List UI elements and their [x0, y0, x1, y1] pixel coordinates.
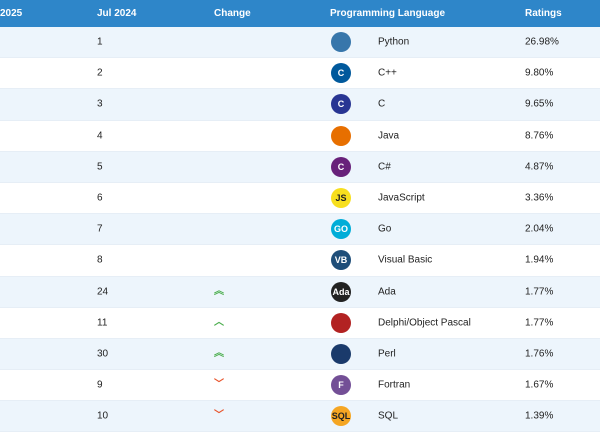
cpp-logo-mark: C	[331, 63, 351, 84]
previous-rank: 8	[97, 254, 103, 266]
table-header: 2025 Jul 2024 Change Programming Languag…	[0, 0, 600, 27]
chevron-down-icon: ﹀	[214, 379, 224, 391]
table-row[interactable]: 8 VB Visual Basic 1.94%	[0, 245, 600, 277]
table-row[interactable]: 10 ﹀ SQL SQL 1.39%	[0, 401, 600, 433]
rating-value: 1.77%	[525, 286, 554, 298]
rating-value: 9.80%	[525, 67, 554, 79]
python-icon	[330, 31, 352, 53]
language-name[interactable]: C	[378, 98, 386, 110]
fortran-logo-mark: F	[331, 375, 351, 396]
double-chevron-up-icon: ︽	[214, 347, 224, 359]
table-row[interactable]: 5 C C# 4.87%	[0, 151, 600, 183]
previous-rank: 9	[97, 379, 103, 391]
rating-value: 1.39%	[525, 410, 554, 422]
visual-basic-icon: VB	[330, 249, 352, 271]
table-row[interactable]: 30 ︽ Perl 1.76%	[0, 338, 600, 371]
previous-rank: 4	[97, 130, 103, 142]
rating-value: 3.36%	[525, 192, 554, 204]
header-language[interactable]: Programming Language	[330, 8, 446, 19]
previous-rank: 2	[97, 67, 103, 79]
header-previous-month[interactable]: Jul 2024	[97, 8, 137, 19]
table-row[interactable]: 4 Java 8.76%	[0, 121, 600, 152]
previous-rank: 11	[97, 317, 108, 329]
rating-value: 1.67%	[525, 379, 554, 391]
language-name[interactable]: C#	[378, 161, 391, 173]
previous-rank: 7	[97, 223, 103, 235]
language-name[interactable]: Ada	[378, 286, 396, 298]
csharp-logo-mark: C	[331, 156, 351, 177]
go-logo-mark: GO	[331, 219, 351, 240]
sql-icon: SQL	[330, 405, 352, 427]
javascript-icon: JS	[330, 187, 352, 209]
language-name[interactable]: Delphi/Object Pascal	[378, 317, 471, 329]
language-name[interactable]: C++	[378, 67, 397, 79]
table-row[interactable]: 11 ︿ Delphi/Object Pascal 1.77%	[0, 308, 600, 339]
chevron-down-icon: ﹀	[214, 410, 224, 422]
c-icon: C	[330, 93, 352, 115]
table-row[interactable]: 6 JS JavaScript 3.36%	[0, 183, 600, 215]
javascript-logo-mark: JS	[331, 188, 351, 209]
fortran-icon: F	[330, 374, 352, 396]
table-row[interactable]: 1 Python 26.98%	[0, 27, 600, 59]
rating-value: 1.76%	[525, 348, 554, 360]
cpp-icon: C	[330, 62, 352, 84]
previous-rank: 30	[97, 348, 109, 360]
rating-value: 8.76%	[525, 130, 554, 142]
table-row[interactable]: 7 GO Go 2.04%	[0, 214, 600, 246]
rating-value: 4.87%	[525, 161, 554, 173]
previous-rank: 6	[97, 192, 103, 204]
rating-value: 1.94%	[525, 254, 554, 266]
previous-rank: 3	[97, 98, 103, 110]
header-change[interactable]: Change	[214, 8, 251, 19]
ada-logo-mark: Ada	[331, 281, 351, 302]
language-name[interactable]: JavaScript	[378, 192, 425, 204]
java-logo-mark	[331, 125, 351, 146]
chevron-up-icon: ︿	[214, 316, 224, 328]
rating-value: 2.04%	[525, 223, 554, 235]
rating-value: 1.77%	[525, 317, 554, 329]
language-name[interactable]: SQL	[378, 410, 399, 422]
previous-rank: 5	[97, 161, 103, 173]
previous-rank: 10	[97, 410, 109, 422]
table-row[interactable]: 24 ︽ Ada Ada 1.77%	[0, 276, 600, 308]
previous-rank: 24	[97, 286, 109, 298]
java-icon	[330, 125, 352, 147]
perl-logo-mark	[331, 343, 351, 364]
go-icon: GO	[330, 218, 352, 240]
python-logo-mark	[331, 32, 351, 53]
language-name[interactable]: Perl	[378, 348, 396, 360]
language-name[interactable]: Python	[378, 36, 410, 48]
language-name[interactable]: Visual Basic	[378, 254, 433, 266]
previous-rank: 1	[97, 36, 103, 48]
perl-icon	[330, 343, 352, 365]
table-body: 1 Python 26.98% 2 C C++ 9.80% 3 C C 9.65% 4 Java 8.76…	[0, 27, 600, 433]
language-name[interactable]: Go	[378, 223, 392, 235]
rating-value: 26.98%	[525, 36, 559, 48]
rating-value: 9.65%	[525, 98, 554, 110]
header-current-month[interactable]: 2025	[0, 8, 23, 19]
header-ratings[interactable]: Ratings	[525, 8, 562, 19]
sql-logo-mark: SQL	[331, 406, 351, 427]
delphi-icon	[330, 312, 352, 334]
double-chevron-up-icon: ︽	[214, 285, 224, 297]
delphi-logo-mark	[331, 312, 351, 333]
c-logo-mark: C	[331, 94, 351, 115]
table-row[interactable]: 3 C C 9.65%	[0, 89, 600, 121]
visual-basic-logo-mark: VB	[331, 250, 351, 271]
table-row[interactable]: 2 C C++ 9.80%	[0, 58, 600, 90]
table-row[interactable]: 9 ﹀ F Fortran 1.67%	[0, 370, 600, 402]
csharp-icon: C	[330, 156, 352, 178]
ada-icon: Ada	[330, 281, 352, 303]
language-name[interactable]: Java	[378, 130, 400, 142]
language-name[interactable]: Fortran	[378, 379, 411, 391]
